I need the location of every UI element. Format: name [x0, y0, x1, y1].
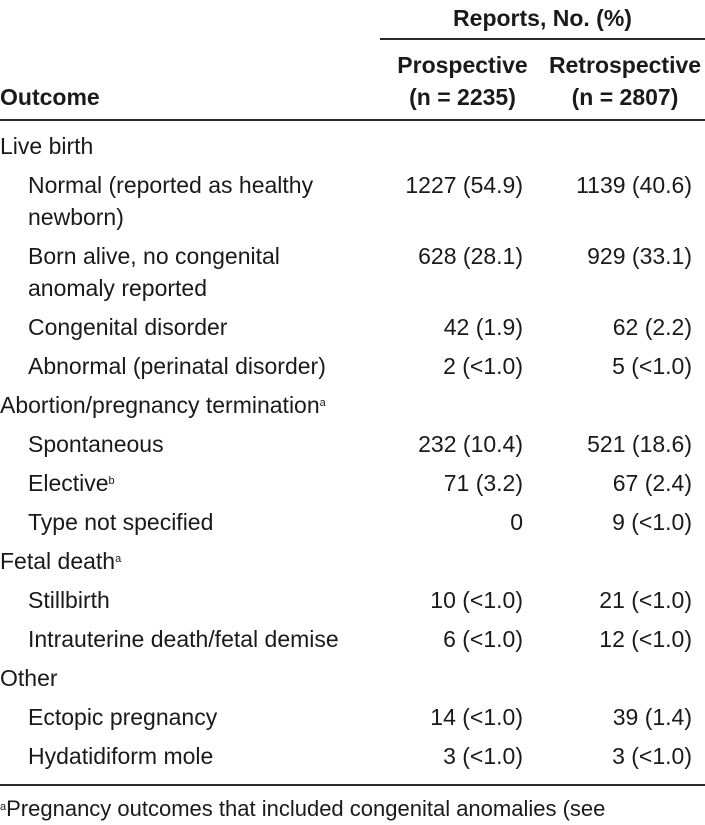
row-label-text: Congenital disorder [28, 314, 228, 340]
row-label: Stillbirth [28, 584, 110, 616]
row-label-text: Ectopic pregnancy [28, 704, 218, 730]
retrospective-value: 929 (33.1) [587, 243, 692, 269]
row-label: Type not specified [28, 506, 213, 538]
row-label-text: Born alive, no congenital [28, 243, 280, 269]
footnote-marker: b [108, 475, 115, 487]
prospective-value: 42 (1.9) [443, 314, 523, 340]
retrospective-value: 12 (<1.0) [599, 626, 692, 652]
retrospective-value: 39 (1.4) [612, 704, 692, 730]
prospective-value: 3 (<1.0) [443, 743, 523, 769]
retrospective-value: 67 (2.4) [612, 470, 692, 496]
bottom-rule [0, 784, 705, 786]
prospective-value: 10 (<1.0) [430, 587, 523, 613]
footnote-marker: a [0, 801, 7, 813]
footnote-marker: a [319, 397, 326, 409]
header-rule [0, 119, 705, 121]
retrospective-value: 521 (18.6) [587, 431, 692, 457]
section-heading: Other [0, 662, 58, 694]
row-label: Abnormal (perinatal disorder) [28, 350, 326, 382]
row-label: Electiveb [28, 467, 115, 499]
row-label-text: Intrauterine death/fetal demise [28, 626, 339, 652]
prospective-value: 6 (<1.0) [443, 626, 523, 652]
retrospective-header: Retrospective [548, 52, 702, 78]
prospective-value: 232 (10.4) [418, 431, 523, 457]
row-label: newborn) [28, 201, 124, 233]
section-title: Abortion/pregnancy termination [0, 392, 320, 418]
row-label-text: Type not specified [28, 509, 214, 535]
row-label: Born alive, no congenital [28, 240, 280, 272]
prospective-value: 71 (3.2) [443, 470, 523, 496]
row-label: Spontaneous [28, 428, 164, 460]
retrospective-value: 1139 (40.6) [576, 172, 692, 198]
prospective-value: 628 (28.1) [418, 243, 523, 269]
retrospective-value: 21 (<1.0) [599, 587, 692, 613]
row-label: Congenital disorder [28, 311, 227, 343]
section-heading: Fetal deatha [0, 545, 121, 577]
retrospective-value: 62 (2.2) [612, 314, 692, 340]
row-label-text: Normal (reported as healthy [28, 172, 314, 198]
row-label-text: anomaly reported [28, 275, 207, 301]
section-title: Fetal death [0, 548, 116, 574]
retrospective-value: 5 (<1.0) [612, 353, 692, 379]
prospective-value: 14 (<1.0) [430, 704, 523, 730]
row-label: Intrauterine death/fetal demise [28, 623, 339, 655]
prospective-header: Prospective [397, 52, 528, 78]
row-label: Ectopic pregnancy [28, 701, 217, 733]
row-label: Hydatidiform mole [28, 740, 213, 772]
prospective-value: 0 [510, 509, 523, 535]
row-label-text: Stillbirth [28, 587, 110, 613]
outcome-header: Outcome [0, 84, 100, 110]
retrospective-value: 9 (<1.0) [612, 509, 692, 535]
row-label-text: Abnormal (perinatal disorder) [28, 353, 326, 379]
row-label-text: Spontaneous [28, 431, 164, 457]
footnote: aPregnancy outcomes that included congen… [0, 793, 605, 825]
section-heading: Live birth [0, 130, 93, 162]
retrospective-n: (n = 2807) [571, 84, 679, 110]
prospective-n: (n = 2235) [409, 84, 516, 110]
row-label-text: Elective [28, 470, 109, 496]
row-label: Normal (reported as healthy [28, 169, 313, 201]
retrospective-value: 3 (<1.0) [612, 743, 692, 769]
footnote-text: Pregnancy outcomes that included congeni… [6, 796, 606, 821]
row-label: anomaly reported [28, 272, 207, 304]
row-label-text: newborn) [28, 204, 124, 230]
section-heading: Abortion/pregnancy terminationa [0, 389, 326, 421]
prospective-value: 2 (<1.0) [443, 353, 523, 379]
section-title: Live birth [0, 133, 94, 159]
spanner-rule [380, 38, 705, 40]
section-title: Other [0, 665, 58, 691]
spanner-header: Reports, No. (%) [453, 5, 632, 31]
prospective-value: 1227 (54.9) [405, 172, 523, 198]
footnote-marker: a [115, 553, 122, 565]
row-label-text: Hydatidiform mole [28, 743, 214, 769]
